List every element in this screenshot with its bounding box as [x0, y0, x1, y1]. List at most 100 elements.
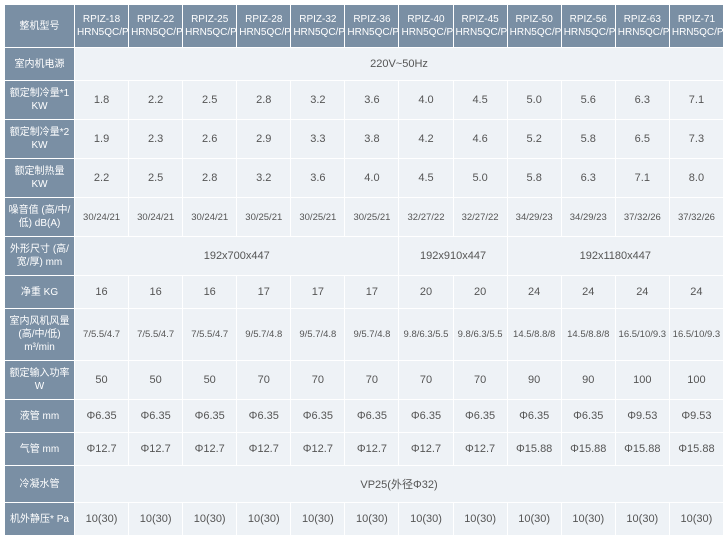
cell-weight-1: 16	[129, 276, 183, 309]
cell-liquid-10: Φ9.53	[615, 400, 669, 433]
row-label-weight: 净重 KG	[5, 276, 75, 309]
cell-extpress-2: 10(30)	[183, 503, 237, 536]
cell-extpress-10: 10(30)	[615, 503, 669, 536]
cell-liquid-11: Φ9.53	[669, 400, 723, 433]
col-header-1: RPIZ-22HRN5QC/P	[129, 5, 183, 48]
row-label-heat: 额定制热量 KW	[5, 159, 75, 198]
cell-input-6: 70	[399, 361, 453, 400]
cell-cool2-11: 7.3	[669, 120, 723, 159]
cell-input-7: 70	[453, 361, 507, 400]
cell-gas-6: Φ12.7	[399, 433, 453, 466]
cell-weight-0: 16	[75, 276, 129, 309]
col-header-7: RPIZ-45HRN5QC/P	[453, 5, 507, 48]
row-label-power: 室内机电源	[5, 48, 75, 81]
cell-noise-5: 30/25/21	[345, 198, 399, 237]
cell-extpress-1: 10(30)	[129, 503, 183, 536]
cell-weight-3: 17	[237, 276, 291, 309]
cell-gas-3: Φ12.7	[237, 433, 291, 466]
row-label-gas: 气管 mm	[5, 433, 75, 466]
cell-cool1-3: 2.8	[237, 81, 291, 120]
cell-heat-2: 2.8	[183, 159, 237, 198]
cell-weight-5: 17	[345, 276, 399, 309]
row-label-extpress: 机外静压* Pa	[5, 503, 75, 536]
cell-liquid-3: Φ6.35	[237, 400, 291, 433]
cell-drain-span: VP25(外径Φ32)	[75, 466, 724, 503]
cell-gas-11: Φ15.88	[669, 433, 723, 466]
cell-cool1-8: 5.0	[507, 81, 561, 120]
cell-cool2-8: 5.2	[507, 120, 561, 159]
col-header-10: RPIZ-63HRN5QC/P	[615, 5, 669, 48]
cell-weight-4: 17	[291, 276, 345, 309]
col-header-3: RPIZ-28HRN5QC/P	[237, 5, 291, 48]
row-input: 额定输入功率 W50505070707070709090100100	[5, 361, 724, 400]
cell-cool2-1: 2.3	[129, 120, 183, 159]
cell-cool1-7: 4.5	[453, 81, 507, 120]
cell-extpress-9: 10(30)	[561, 503, 615, 536]
cell-cool2-6: 4.2	[399, 120, 453, 159]
cell-input-5: 70	[345, 361, 399, 400]
col-header-0: RPIZ-18HRN5QC/P	[75, 5, 129, 48]
cell-cool1-6: 4.0	[399, 81, 453, 120]
cell-weight-2: 16	[183, 276, 237, 309]
row-drain: 冷凝水管VP25(外径Φ32)	[5, 466, 724, 503]
cell-extpress-11: 10(30)	[669, 503, 723, 536]
cell-airflow-4: 9/5.7/4.8	[291, 309, 345, 361]
row-noise: 噪音值 (高/中/低) dB(A)30/24/2130/24/2130/24/2…	[5, 198, 724, 237]
cell-noise-1: 30/24/21	[129, 198, 183, 237]
row-cool1: 额定制冷量*1 KW1.82.22.52.83.23.64.04.55.05.6…	[5, 81, 724, 120]
cell-input-0: 50	[75, 361, 129, 400]
cell-heat-6: 4.5	[399, 159, 453, 198]
cell-airflow-0: 7/5.5/4.7	[75, 309, 129, 361]
row-label-drain: 冷凝水管	[5, 466, 75, 503]
cell-liquid-5: Φ6.35	[345, 400, 399, 433]
cell-extpress-5: 10(30)	[345, 503, 399, 536]
cell-noise-9: 34/29/23	[561, 198, 615, 237]
cell-gas-1: Φ12.7	[129, 433, 183, 466]
cell-heat-0: 2.2	[75, 159, 129, 198]
cell-weight-10: 24	[615, 276, 669, 309]
cell-heat-11: 8.0	[669, 159, 723, 198]
cell-noise-8: 34/29/23	[507, 198, 561, 237]
cell-noise-3: 30/25/21	[237, 198, 291, 237]
cell-airflow-6: 9.8/6.3/5.5	[399, 309, 453, 361]
cell-weight-6: 20	[399, 276, 453, 309]
row-label-airflow: 室内风机风量 (高/中/低) m³/min	[5, 309, 75, 361]
cell-cool2-9: 5.8	[561, 120, 615, 159]
cell-liquid-1: Φ6.35	[129, 400, 183, 433]
cell-airflow-3: 9/5.7/4.8	[237, 309, 291, 361]
cell-liquid-0: Φ6.35	[75, 400, 129, 433]
row-label-noise: 噪音值 (高/中/低) dB(A)	[5, 198, 75, 237]
table-body: 室内机电源220V~50Hz额定制冷量*1 KW1.82.22.52.83.23…	[5, 48, 724, 536]
cell-weight-9: 24	[561, 276, 615, 309]
cell-airflow-1: 7/5.5/4.7	[129, 309, 183, 361]
col-header-9: RPIZ-56HRN5QC/P	[561, 5, 615, 48]
cell-extpress-7: 10(30)	[453, 503, 507, 536]
row-label-cool1: 额定制冷量*1 KW	[5, 81, 75, 120]
cell-dims-g1: 192x910x447	[399, 237, 507, 276]
cell-input-9: 90	[561, 361, 615, 400]
row-power: 室内机电源220V~50Hz	[5, 48, 724, 81]
row-label-input: 额定输入功率 W	[5, 361, 75, 400]
cell-cool1-1: 2.2	[129, 81, 183, 120]
cell-dims-g0: 192x700x447	[75, 237, 399, 276]
cell-liquid-6: Φ6.35	[399, 400, 453, 433]
cell-weight-8: 24	[507, 276, 561, 309]
cell-cool1-5: 3.6	[345, 81, 399, 120]
cell-heat-1: 2.5	[129, 159, 183, 198]
cell-heat-10: 7.1	[615, 159, 669, 198]
row-label-dims: 外形尺寸 (高/宽/厚) mm	[5, 237, 75, 276]
cell-gas-9: Φ15.88	[561, 433, 615, 466]
cell-input-4: 70	[291, 361, 345, 400]
cell-airflow-10: 16.5/10/9.3	[615, 309, 669, 361]
cell-cool2-7: 4.6	[453, 120, 507, 159]
cell-weight-7: 20	[453, 276, 507, 309]
cell-input-10: 100	[615, 361, 669, 400]
cell-cool2-4: 3.3	[291, 120, 345, 159]
col-header-11: RPIZ-71HRN5QC/P	[669, 5, 723, 48]
cell-noise-2: 30/24/21	[183, 198, 237, 237]
cell-extpress-8: 10(30)	[507, 503, 561, 536]
row-cool2: 额定制冷量*2 KW1.92.32.62.93.33.84.24.65.25.8…	[5, 120, 724, 159]
row-label-cool2: 额定制冷量*2 KW	[5, 120, 75, 159]
cell-liquid-2: Φ6.35	[183, 400, 237, 433]
cell-input-3: 70	[237, 361, 291, 400]
